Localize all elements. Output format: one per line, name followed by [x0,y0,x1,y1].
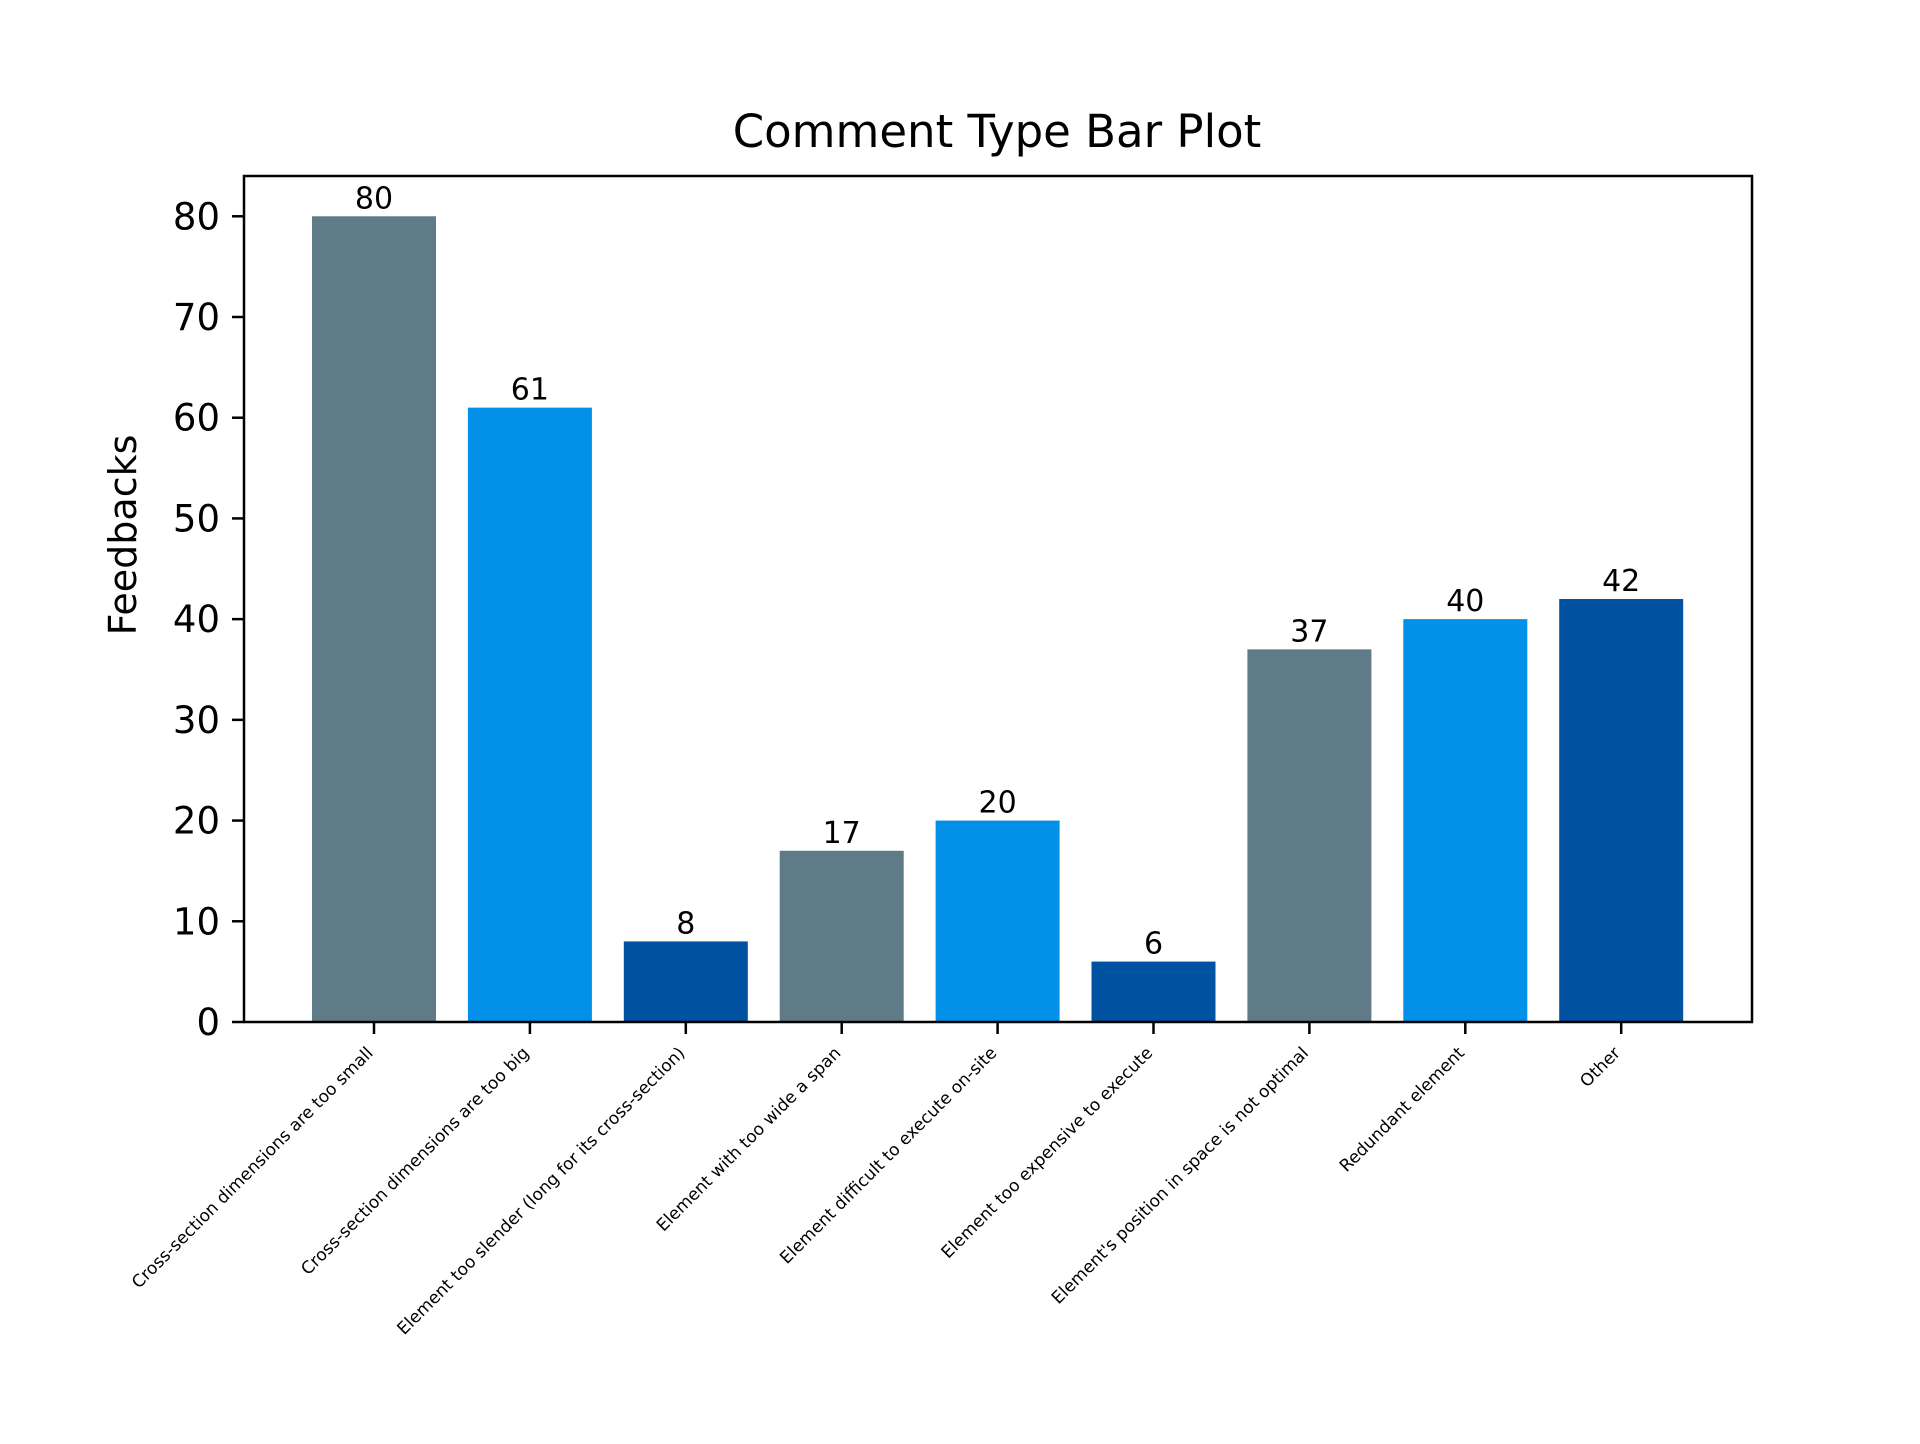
data-label: 6 [1144,927,1163,962]
bar [623,941,748,1022]
y-tick-label: 70 [173,296,220,339]
y-tick-label: 80 [173,195,220,238]
bar [779,850,904,1022]
y-axis: 0 10 20 30 40 50 60 70 80 [173,195,244,1044]
y-axis-label: Feedbacks [101,435,145,636]
y-tick-label: 50 [173,497,220,540]
bar-group: 80 [312,181,436,1023]
plot-frame [242,174,1754,1024]
data-label: 80 [355,181,393,216]
bar-group: 6 [1091,927,1216,1022]
bar-group: 8 [623,906,748,1022]
bar [935,820,1060,1022]
data-label: 17 [823,816,861,851]
bar-group: 61 [467,373,592,1023]
data-label: 61 [511,373,549,408]
chart-title: Comment Type Bar Plot [733,105,1262,158]
bar-group: 40 [1403,584,1528,1022]
y-tick-label: 40 [173,598,220,641]
bar [1091,961,1216,1022]
bar-group: 42 [1559,564,1684,1022]
data-label: 8 [676,906,695,941]
x-tick-label: Other [1576,1043,1624,1091]
y-tick-label: 10 [173,900,220,943]
bar [1247,649,1372,1022]
x-tick-label: Element with too wide a span [653,1043,845,1235]
y-tick-label: 30 [173,699,220,742]
y-tick-label: 20 [173,800,220,843]
x-axis: Cross-section dimensions are too smallCr… [128,1022,1625,1339]
bar-group: 20 [935,786,1060,1022]
x-tick-label: Cross-section dimensions are too small [128,1043,377,1292]
bar-group: 17 [779,816,904,1022]
bar [312,216,436,1023]
bar [1559,599,1684,1022]
data-label: 42 [1602,564,1640,599]
y-tick-label: 0 [196,1001,220,1044]
bar [467,407,592,1023]
bar [1403,619,1528,1022]
x-tick-label: Element too slender (long for its cross-… [394,1043,690,1339]
data-label: 40 [1446,584,1484,619]
y-tick-label: 60 [173,397,220,440]
bar-group: 37 [1247,614,1372,1022]
bars-layer: 80 61 8 17 20 6 37 40 42 [312,181,1684,1023]
data-label: 37 [1290,614,1328,649]
x-tick-label: Redundant element [1336,1043,1469,1176]
data-label: 20 [979,786,1017,821]
x-tick-label: Element's position in space is not optim… [1048,1043,1313,1308]
